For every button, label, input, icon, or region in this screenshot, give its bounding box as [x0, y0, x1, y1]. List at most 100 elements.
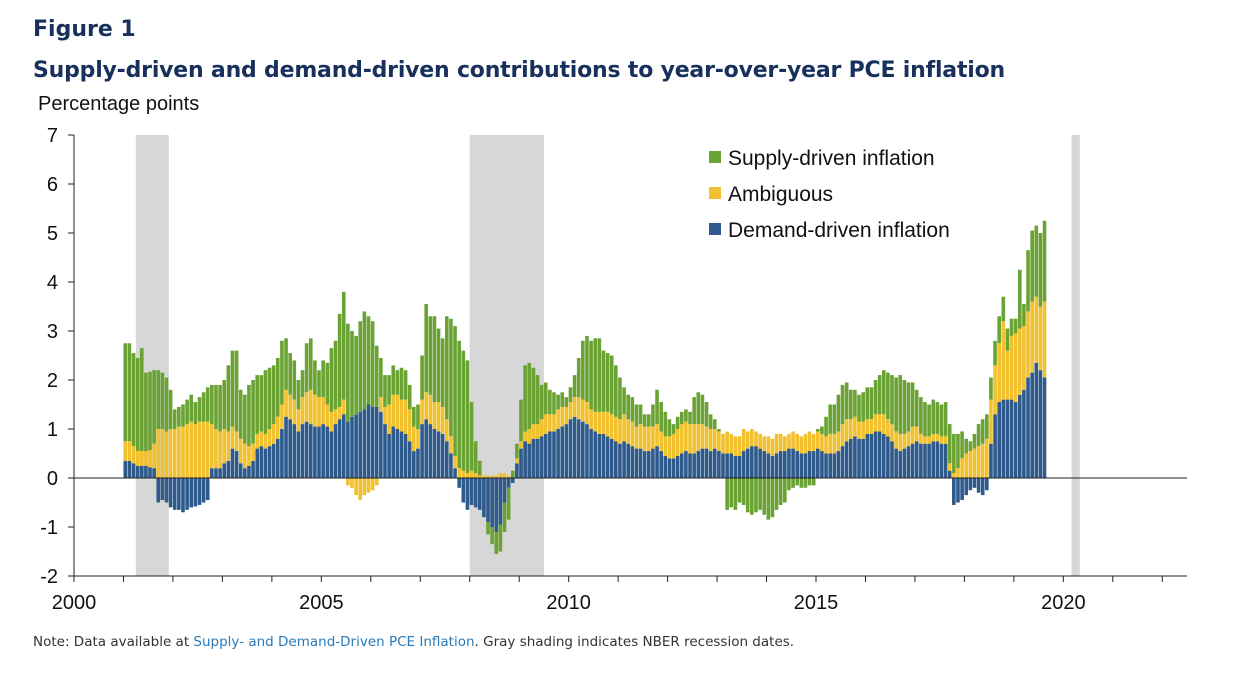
bar-demand: [519, 448, 523, 478]
bar-demand: [848, 438, 853, 478]
bar-supply: [424, 304, 429, 393]
bar-ambiguous: [548, 414, 552, 432]
bar-demand: [816, 448, 820, 478]
bar-demand: [758, 448, 762, 478]
bar-supply: [865, 387, 870, 420]
bar-supply: [300, 370, 305, 398]
bar-ambiguous: [836, 431, 841, 452]
y-tick-label: -1: [40, 517, 58, 539]
bar-supply: [952, 433, 956, 474]
bar-ambiguous: [313, 394, 317, 427]
bar-demand: [684, 451, 688, 478]
bar-demand: [127, 460, 132, 478]
bar-demand: [873, 431, 878, 478]
bar-demand: [622, 441, 626, 478]
bar-supply: [552, 392, 556, 415]
bar-supply: [226, 365, 231, 432]
bar-demand: [972, 478, 977, 488]
bar-ambiguous: [1038, 306, 1043, 371]
bar-supply: [123, 343, 128, 442]
bar-ambiguous: [251, 443, 255, 461]
bar-demand: [914, 441, 919, 478]
bar-ambiguous: [952, 473, 956, 478]
bar-ambiguous: [651, 426, 655, 449]
bar-ambiguous: [832, 433, 837, 454]
bar-supply: [795, 478, 800, 486]
bar-supply: [350, 331, 354, 417]
bar-ambiguous: [1030, 301, 1034, 373]
bar-supply: [560, 392, 565, 407]
bar-demand: [799, 453, 804, 478]
bar-demand: [576, 419, 581, 478]
bar-demand: [255, 448, 259, 478]
bar-ambiguous: [308, 389, 313, 425]
bar-demand: [317, 426, 321, 478]
axes-layer: -2 -1 0 1 2 3 4 5 6 7 2000 2005 2010 2015 2020: [40, 125, 1187, 614]
bar-demand: [234, 451, 239, 478]
recession-band-3: [1071, 135, 1080, 576]
bar-ambiguous: [795, 433, 800, 452]
bar-supply: [960, 431, 964, 459]
bar-demand: [383, 424, 387, 478]
bar-demand: [1034, 362, 1039, 478]
bar-supply: [189, 394, 194, 422]
bar-supply: [148, 371, 152, 451]
bar-supply: [593, 338, 598, 412]
bar-ambiguous: [671, 433, 676, 459]
bar-ambiguous: [201, 421, 206, 478]
bar-ambiguous: [300, 397, 305, 425]
bar-ambiguous: [853, 416, 857, 437]
bar-supply: [820, 426, 824, 434]
bar-demand: [1017, 394, 1022, 478]
bar-demand: [358, 411, 363, 478]
bar-ambiguous: [552, 414, 556, 432]
bar-demand: [251, 460, 255, 478]
bar-demand: [774, 453, 779, 478]
bar-supply: [333, 340, 338, 410]
bar-demand: [148, 467, 152, 478]
bar-ambiguous: [712, 429, 717, 449]
bar-supply: [1042, 220, 1047, 302]
bar-supply: [729, 478, 734, 508]
bar-demand: [881, 433, 886, 478]
bar-ambiguous: [914, 426, 919, 442]
bar-demand: [506, 478, 511, 488]
bar-supply: [416, 404, 420, 429]
bar-demand: [490, 478, 494, 527]
bar-ambiguous: [486, 475, 490, 478]
bar-ambiguous: [412, 426, 416, 452]
bar-supply: [156, 370, 161, 429]
bar-supply: [824, 416, 828, 437]
bar-demand: [379, 411, 383, 478]
bar-demand: [1026, 377, 1030, 478]
bar-supply: [605, 353, 610, 412]
bar-ambiguous: [770, 438, 775, 456]
bar-supply: [412, 406, 416, 427]
bar-ambiguous: [543, 414, 548, 434]
bar-supply: [626, 394, 630, 420]
bar-ambiguous: [370, 478, 375, 491]
bar-demand: [642, 451, 647, 478]
bar-supply: [531, 367, 536, 425]
bar-ambiguous: [374, 478, 379, 486]
bar-demand: [1022, 389, 1026, 478]
bar-demand: [791, 448, 795, 478]
bar-ambiguous: [350, 478, 354, 488]
figure-note: Note: Data available at Supply- and Dema…: [33, 634, 794, 650]
bar-supply: [997, 316, 1001, 344]
bar-ambiguous: [848, 419, 853, 439]
bar-ambiguous: [197, 421, 202, 478]
bar-ambiguous: [943, 436, 948, 444]
bar-demand: [869, 433, 874, 478]
bar-ambiguous: [898, 433, 903, 452]
bar-supply: [177, 406, 181, 427]
bar-supply: [164, 377, 169, 432]
bar-demand: [329, 431, 334, 478]
figure-label: Figure 1: [33, 17, 136, 42]
bar-demand: [214, 468, 218, 478]
data-source-link[interactable]: Supply- and Demand-Driven PCE Inflation: [193, 634, 475, 650]
legend-swatch-supply: [709, 151, 721, 163]
bar-ambiguous: [379, 397, 383, 412]
bar-demand: [465, 478, 470, 510]
bar-supply: [1013, 318, 1018, 334]
